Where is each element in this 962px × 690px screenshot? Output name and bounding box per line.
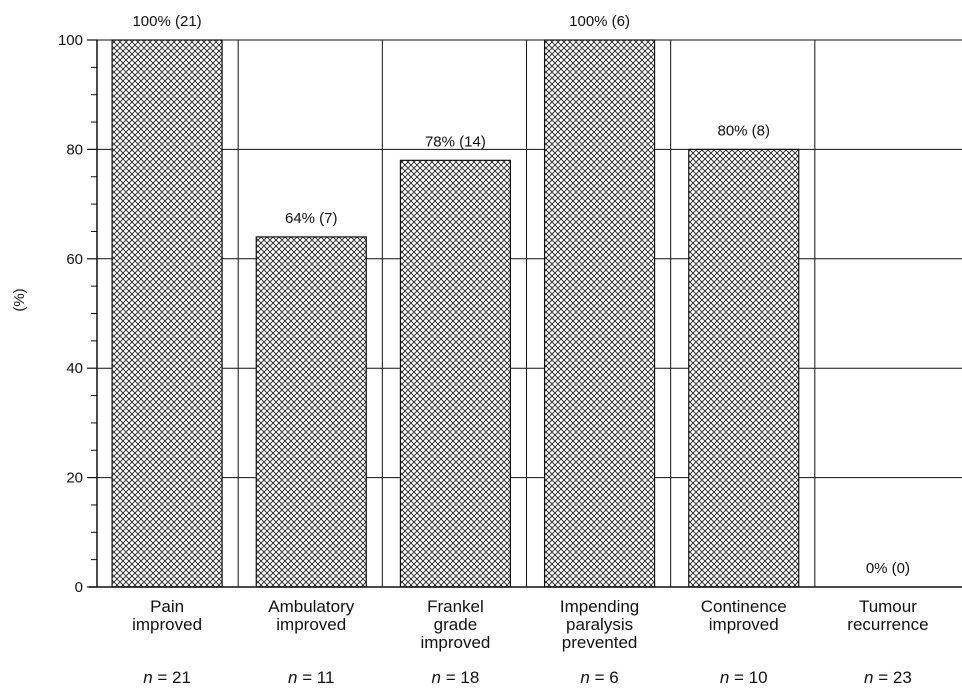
x-category-label-2: Frankel grade improved — [420, 597, 490, 652]
grid-lines — [97, 39, 962, 587]
bars — [111, 39, 800, 588]
y-tick-label-80: 80 — [66, 141, 83, 158]
bar-0 — [111, 39, 223, 588]
y-tick-label-20: 20 — [66, 470, 83, 487]
n-label-3: n = 6 — [580, 668, 618, 687]
bar-value-label-5: 0% (0) — [866, 560, 910, 577]
y-axis: 0 20 40 60 80 100 — [58, 32, 962, 596]
bar-2 — [399, 159, 512, 588]
x-category-label-4: Continence improved — [701, 597, 787, 634]
labels: 100% (21) Pain improved n = 21 64% (7) Ambula… — [132, 13, 928, 687]
n-label-5: n = 23 — [864, 668, 912, 687]
x-category-label-3: Impending paralysis prevented — [560, 597, 639, 652]
bar-value-label-3: 100% (6) — [569, 13, 630, 30]
bar-1 — [255, 236, 367, 588]
n-label-2: n = 18 — [432, 668, 480, 687]
y-tick-label-60: 60 — [66, 251, 83, 268]
bar-value-label-4: 80% (8) — [717, 122, 770, 139]
n-label-4: n = 10 — [720, 668, 768, 687]
n-label-0: n = 21 — [143, 668, 191, 687]
x-category-label-1: Ambulatory improved — [268, 597, 354, 634]
bar-value-label-2: 78% (14) — [425, 133, 486, 150]
y-tick-label-100: 100 — [58, 32, 83, 49]
bar-4 — [688, 148, 800, 588]
bar-value-label-1: 64% (7) — [285, 210, 338, 227]
n-label-1: n = 11 — [288, 668, 335, 687]
y-tick-label-40: 40 — [66, 360, 83, 377]
y-axis-label: (%) — [11, 288, 28, 311]
x-category-label-5: Tumour recurrence — [847, 597, 928, 634]
bar-3 — [543, 39, 656, 588]
bar-value-label-0: 100% (21) — [132, 13, 201, 30]
x-category-label-0: Pain improved — [132, 597, 202, 634]
y-tick-label-0: 0 — [75, 579, 83, 596]
